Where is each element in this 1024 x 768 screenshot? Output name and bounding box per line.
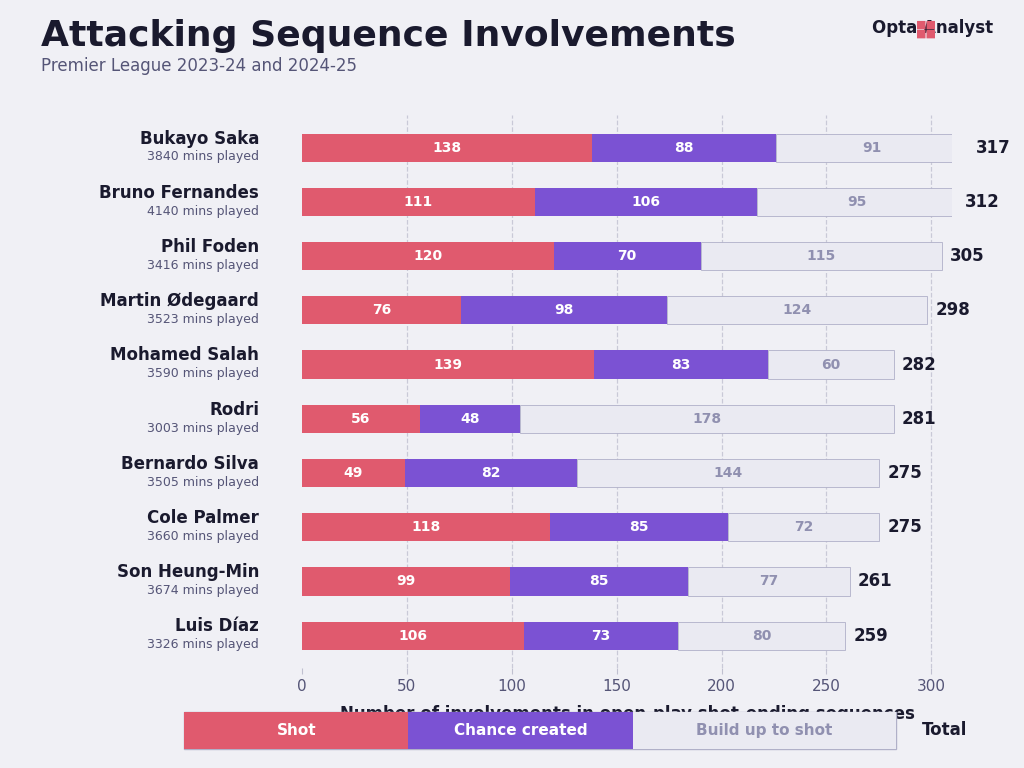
Text: 275: 275	[887, 464, 922, 482]
Bar	[302, 350, 594, 379]
Bar	[728, 513, 879, 541]
Text: 85: 85	[629, 520, 648, 535]
Text: 99: 99	[396, 574, 416, 588]
Text: 3003 mins played: 3003 mins played	[147, 422, 259, 435]
Bar	[554, 242, 700, 270]
Text: Son Heung-Min: Son Heung-Min	[117, 563, 259, 581]
Bar	[302, 242, 554, 270]
Bar	[678, 621, 846, 650]
Text: 73: 73	[591, 629, 610, 643]
Bar	[700, 242, 942, 270]
Text: Premier League 2023-24 and 2024-25: Premier League 2023-24 and 2024-25	[41, 57, 357, 74]
Text: 3523 mins played: 3523 mins played	[147, 313, 259, 326]
Bar	[768, 350, 894, 379]
Text: 3505 mins played: 3505 mins played	[147, 475, 259, 488]
Text: 82: 82	[481, 466, 501, 480]
Text: 178: 178	[692, 412, 722, 425]
Text: Total: Total	[922, 721, 967, 740]
Bar	[577, 459, 879, 487]
Bar	[688, 568, 850, 595]
Bar	[592, 134, 776, 162]
Text: 85: 85	[589, 574, 608, 588]
Bar	[524, 621, 678, 650]
Bar	[758, 188, 956, 216]
Text: 298: 298	[936, 301, 971, 319]
Bar	[404, 459, 577, 487]
Text: 3590 mins played: 3590 mins played	[147, 367, 259, 380]
Text: 80: 80	[752, 629, 771, 643]
Text: 106: 106	[398, 629, 428, 643]
Text: 275: 275	[887, 518, 922, 536]
Text: 261: 261	[858, 572, 893, 591]
Bar	[776, 134, 967, 162]
Bar	[462, 296, 667, 324]
Text: Bruno Fernandes: Bruno Fernandes	[99, 184, 259, 202]
Text: Mohamed Salah: Mohamed Salah	[111, 346, 259, 364]
Bar	[535, 188, 758, 216]
Text: Attacking Sequence Involvements: Attacking Sequence Involvements	[41, 19, 735, 53]
Text: 305: 305	[950, 247, 985, 265]
Bar	[594, 350, 768, 379]
Text: Bukayo Saka: Bukayo Saka	[139, 130, 259, 147]
Text: 95: 95	[847, 195, 866, 209]
Text: 76: 76	[372, 303, 391, 317]
Text: 3674 mins played: 3674 mins played	[147, 584, 259, 598]
Text: 88: 88	[674, 141, 693, 154]
Text: 312: 312	[965, 193, 999, 211]
Text: 3416 mins played: 3416 mins played	[147, 259, 259, 272]
Bar	[510, 568, 688, 595]
Text: Rodri: Rodri	[209, 401, 259, 419]
Bar	[550, 513, 728, 541]
Text: 138: 138	[432, 141, 462, 154]
Bar	[302, 621, 524, 650]
Text: 106: 106	[632, 195, 660, 209]
Text: 120: 120	[414, 249, 442, 263]
Text: 144: 144	[714, 466, 742, 480]
Text: 259: 259	[854, 627, 889, 644]
Text: Build up to shot: Build up to shot	[696, 723, 833, 738]
Bar	[302, 134, 592, 162]
Text: Luis Díaz: Luis Díaz	[175, 617, 259, 635]
Bar	[302, 568, 510, 595]
Bar	[520, 405, 894, 433]
Text: 115: 115	[807, 249, 836, 263]
Text: 72: 72	[794, 520, 813, 535]
Text: 3660 mins played: 3660 mins played	[147, 530, 259, 543]
Text: Phil Foden: Phil Foden	[161, 238, 259, 256]
Text: 317: 317	[976, 139, 1010, 157]
Text: 48: 48	[460, 412, 479, 425]
Bar	[302, 296, 462, 324]
Text: 111: 111	[403, 195, 433, 209]
Text: Opta Analyst: Opta Analyst	[872, 19, 993, 37]
Bar	[302, 513, 550, 541]
Text: 4140 mins played: 4140 mins played	[147, 204, 259, 217]
Bar	[302, 188, 535, 216]
Bar	[420, 405, 520, 433]
Bar	[302, 459, 404, 487]
Text: Chance created: Chance created	[454, 723, 588, 738]
Text: Shot: Shot	[276, 723, 316, 738]
Bar	[667, 296, 927, 324]
Text: 3326 mins played: 3326 mins played	[147, 638, 259, 651]
Text: Bernardo Silva: Bernardo Silva	[121, 455, 259, 473]
Text: 91: 91	[862, 141, 882, 154]
Text: ■■
■■: ■■ ■■	[916, 19, 938, 38]
Text: 56: 56	[351, 412, 371, 425]
Text: 98: 98	[555, 303, 574, 317]
Text: 124: 124	[782, 303, 812, 317]
Text: 139: 139	[433, 358, 463, 372]
Text: 77: 77	[759, 574, 778, 588]
Text: Martin Ødegaard: Martin Ødegaard	[100, 292, 259, 310]
X-axis label: Number of involvements in open-play shot-ending sequences: Number of involvements in open-play shot…	[340, 705, 914, 723]
Bar	[302, 405, 420, 433]
Text: 118: 118	[412, 520, 440, 535]
Text: 281: 281	[902, 410, 937, 428]
Text: 3840 mins played: 3840 mins played	[147, 151, 259, 164]
Text: 60: 60	[821, 358, 841, 372]
Text: Cole Palmer: Cole Palmer	[147, 509, 259, 527]
Text: 49: 49	[344, 466, 364, 480]
Text: 282: 282	[902, 356, 937, 373]
Text: 83: 83	[671, 358, 690, 372]
Text: 70: 70	[617, 249, 637, 263]
